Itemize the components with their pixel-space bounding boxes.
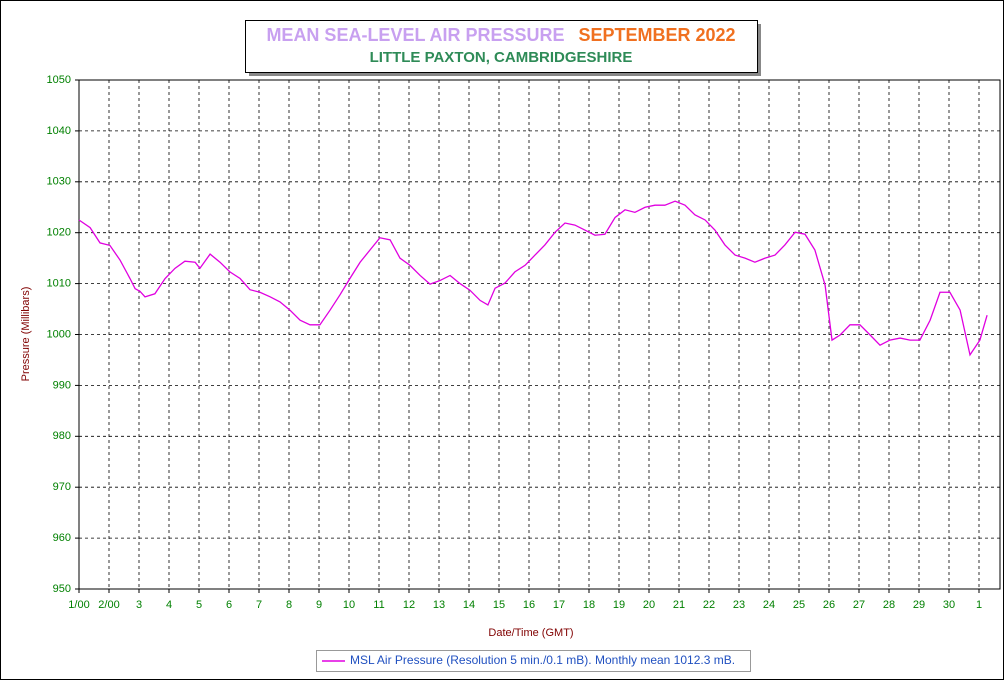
title-box bbox=[245, 20, 758, 73]
title-period: SEPTEMBER 2022 bbox=[578, 25, 735, 45]
y-tick-label: 960 bbox=[53, 532, 71, 544]
y-axis-label: Pressure (Millibars) bbox=[20, 287, 32, 382]
title-main: MEAN SEA-LEVEL AIR PRESSURE bbox=[266, 25, 564, 45]
subtitle: LITTLE PAXTON, CAMBRIDGESHIRE bbox=[370, 49, 633, 66]
y-tick-label: 1030 bbox=[47, 176, 71, 188]
x-tick-label: 10 bbox=[343, 599, 355, 611]
y-tick-label: 1050 bbox=[47, 74, 71, 86]
y-tick-label: 990 bbox=[53, 379, 71, 391]
x-tick-label: 26 bbox=[823, 599, 835, 611]
x-tick-label: 22 bbox=[703, 599, 715, 611]
y-tick-label: 1020 bbox=[47, 227, 71, 239]
x-tick-label: 13 bbox=[433, 599, 445, 611]
data-line bbox=[78, 200, 988, 357]
x-tick-label: 30 bbox=[943, 599, 955, 611]
y-tick-label: 970 bbox=[53, 481, 71, 493]
x-tick-label: 8 bbox=[286, 599, 292, 611]
y-tick-label: 1000 bbox=[47, 328, 71, 340]
x-tick-label: 24 bbox=[763, 599, 775, 611]
x-tick-label: 12 bbox=[403, 599, 415, 611]
y-tick-label: 1040 bbox=[47, 125, 71, 137]
x-axis-label: Date/Time (GMT) bbox=[488, 627, 573, 639]
plot-border bbox=[78, 79, 1001, 590]
y-tick-label: 950 bbox=[53, 583, 71, 595]
x-tick-label: 1/00 bbox=[68, 599, 89, 611]
x-tick-label: 9 bbox=[316, 599, 322, 611]
x-tick-label: 19 bbox=[613, 599, 625, 611]
plot-area: 9509609709809901000101010201030104010501… bbox=[47, 74, 1001, 611]
x-tick-label: 20 bbox=[643, 599, 655, 611]
x-tick-label: 23 bbox=[733, 599, 745, 611]
x-tick-label: 3 bbox=[136, 599, 142, 611]
legend bbox=[316, 650, 751, 672]
chart-title: MEAN SEA-LEVEL AIR PRESSURE SEPTEMBER 202… bbox=[266, 25, 735, 45]
x-tick-label: 11 bbox=[373, 599, 384, 611]
x-tick-label: 7 bbox=[256, 599, 262, 611]
x-tick-label: 15 bbox=[493, 599, 505, 611]
x-tick-label: 14 bbox=[463, 599, 475, 611]
x-tick-label: 18 bbox=[583, 599, 595, 611]
x-tick-label: 28 bbox=[883, 599, 895, 611]
x-tick-label: 27 bbox=[853, 599, 865, 611]
x-tick-label: 5 bbox=[196, 599, 202, 611]
x-tick-label: 1 bbox=[976, 599, 982, 611]
y-tick-label: 1010 bbox=[47, 278, 71, 290]
x-tick-label: 6 bbox=[226, 599, 232, 611]
x-tick-label: 2/00 bbox=[98, 599, 119, 611]
plot-background bbox=[79, 80, 1000, 589]
x-tick-label: 25 bbox=[793, 599, 805, 611]
x-tick-label: 4 bbox=[166, 599, 172, 611]
x-tick-label: 16 bbox=[523, 599, 535, 611]
x-tick-label: 29 bbox=[913, 599, 925, 611]
x-tick-label: 17 bbox=[553, 599, 565, 611]
legend-label: MSL Air Pressure (Resolution 5 min./0.1 … bbox=[350, 653, 735, 667]
y-tick-label: 980 bbox=[53, 430, 71, 442]
x-tick-label: 21 bbox=[673, 599, 685, 611]
